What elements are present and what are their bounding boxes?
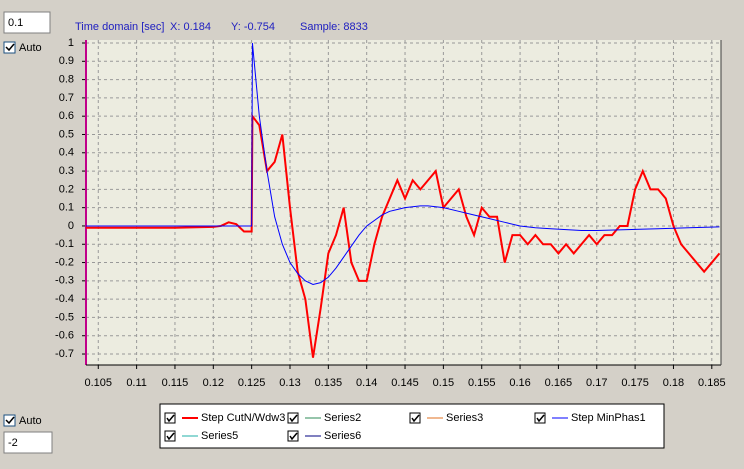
auto-label[interactable]: Auto [19, 415, 42, 427]
series-line [86, 42, 720, 286]
legend-checkbox[interactable] [409, 412, 421, 424]
checkmark [536, 414, 545, 423]
plot-area [86, 40, 721, 365]
legend-label: Series6 [324, 430, 361, 442]
y-tick-label: 0.5 [59, 128, 74, 140]
legend-label: Step CutN/Wdw3 [201, 412, 285, 424]
checkmark [166, 414, 175, 423]
y-tick-label: -0.1 [55, 238, 74, 250]
checkbox[interactable] [3, 414, 16, 427]
y-tick-label: -0.2 [55, 256, 74, 268]
checkmark [166, 432, 175, 441]
x-tick-label: 0.145 [391, 377, 419, 389]
cursor-sample: Sample: 8833 [300, 21, 368, 33]
checkbox[interactable] [3, 41, 16, 54]
y-tick-label: 1 [68, 37, 74, 49]
x-tick-label: 0.165 [545, 377, 573, 389]
x-tick-label: 0.14 [356, 377, 377, 389]
y-tick-label: 0.7 [59, 92, 74, 104]
min-input-box[interactable] [3, 431, 53, 454]
x-tick-label: 0.17 [586, 377, 607, 389]
legend [159, 403, 665, 449]
legend-label: Step MinPhas1 [571, 412, 646, 424]
cursor-y: Y: -0.754 [231, 21, 275, 33]
legend-checkbox[interactable] [164, 412, 176, 424]
legend-label: Series2 [324, 412, 361, 424]
legend-checkbox[interactable] [164, 430, 176, 442]
y-tick-label: 0.4 [59, 147, 74, 159]
legend-checkbox[interactable] [534, 412, 546, 424]
y-tick-label: -0.3 [55, 275, 74, 287]
y-tick-label: -0.7 [55, 348, 74, 360]
y-tick-label: 0.8 [59, 73, 74, 85]
y-tick-label: -0.4 [55, 293, 74, 305]
legend-label: Series3 [446, 412, 483, 424]
auto-label[interactable]: Auto [19, 42, 42, 54]
y-tick-label: -0.5 [55, 311, 74, 323]
x-tick-label: 0.115 [162, 377, 189, 389]
x-tick-label: 0.12 [203, 377, 224, 389]
x-tick-label: 0.11 [126, 377, 147, 389]
checkmark [411, 414, 420, 423]
y-tick-label: 0.2 [59, 183, 74, 195]
checkmark [5, 416, 15, 425]
max-input-box[interactable] [3, 11, 51, 34]
legend-checkbox[interactable] [287, 412, 299, 424]
legend-label: Series5 [201, 430, 238, 442]
y-tick-label: -0.6 [55, 330, 74, 342]
x-tick-label: 0.125 [238, 377, 266, 389]
x-tick-label: 0.15 [433, 377, 454, 389]
max-input[interactable]: 0.1 [8, 17, 23, 29]
y-tick-label: 0.9 [59, 55, 74, 67]
checkmark [289, 414, 298, 423]
min-input[interactable]: -2 [8, 437, 18, 449]
x-tick-label: 0.135 [315, 377, 343, 389]
x-tick-label: 0.155 [468, 377, 496, 389]
checkmark [5, 43, 15, 52]
x-tick-label: 0.18 [663, 377, 684, 389]
checkmark [289, 432, 298, 441]
x-axis-title: Time domain [sec] [75, 21, 164, 33]
y-tick-label: 0.6 [59, 110, 74, 122]
y-tick-label: 0 [68, 220, 74, 232]
y-tick-label: 0.1 [59, 202, 74, 214]
y-tick-label: 0.3 [59, 165, 74, 177]
x-tick-label: 0.13 [279, 377, 300, 389]
x-tick-label: 0.16 [509, 377, 530, 389]
cursor-x: X: 0.184 [170, 21, 211, 33]
x-tick-label: 0.185 [698, 377, 726, 389]
x-tick-label: 0.175 [621, 377, 649, 389]
x-tick-label: 0.105 [85, 377, 113, 389]
legend-checkbox[interactable] [287, 430, 299, 442]
series-line [86, 113, 721, 358]
